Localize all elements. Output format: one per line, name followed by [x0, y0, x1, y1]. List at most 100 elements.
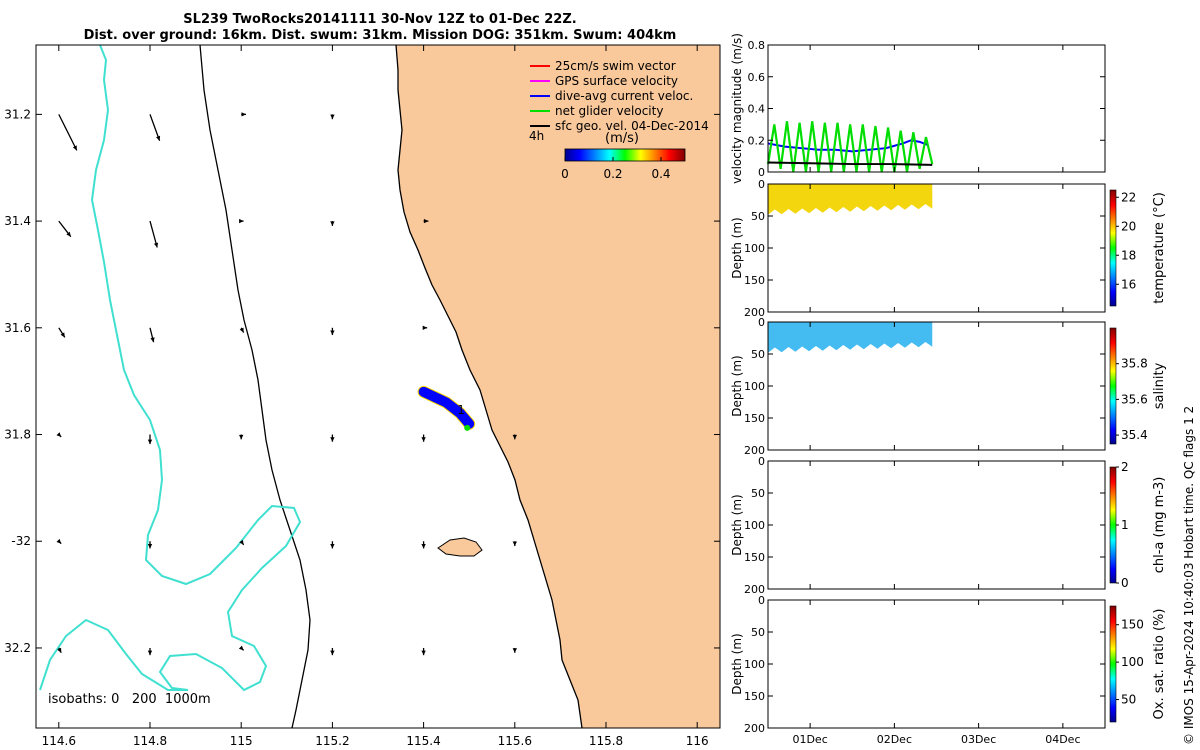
- vector-head: [241, 112, 246, 117]
- vector-head: [239, 218, 244, 224]
- isobath-0m: [199, 45, 311, 728]
- panel-y-tick-label: 0: [758, 455, 765, 468]
- vector-arrow: [330, 327, 335, 336]
- land-mass: [396, 45, 720, 728]
- map-y-tick-label: 31.8: [4, 428, 31, 442]
- vector-arrow: [422, 325, 428, 330]
- panel-x-tick-label: 04Dec: [1045, 733, 1080, 746]
- colorbar-tick-label: 150: [1121, 618, 1144, 632]
- panel-colorbar: [1109, 605, 1117, 723]
- colorbar-label: chl-a (mg m-3): [1152, 477, 1167, 574]
- map-x-tick-label: 115: [230, 734, 253, 748]
- time-series-panels: 0 0.2 0.4 0.6 0.8 velocity magnitude (m/s) 0 50…: [730, 33, 1167, 746]
- panel-y-tick-label: 50: [751, 348, 765, 361]
- vector-head: [147, 650, 153, 656]
- panel-y-tick-label: 0: [758, 594, 765, 607]
- colorbar-tick-label: 35.6: [1121, 392, 1148, 406]
- panel-y-tick-label: 50: [751, 487, 765, 500]
- legend-entry: 25cm/s swim vector: [555, 59, 676, 73]
- chart-title-line2: Dist. over ground: 16km. Dist. swum: 31k…: [83, 28, 677, 43]
- panel-y-tick-label: 200: [744, 722, 765, 735]
- rottnest-island: [437, 537, 483, 557]
- panel-y-tick-label: 200: [744, 583, 765, 596]
- vector-arrow: [147, 434, 153, 445]
- legend-entry: net glider velocity: [555, 104, 663, 118]
- panel-frame: [767, 599, 1106, 729]
- colorbar-tick-label: 0.4: [651, 167, 670, 181]
- vector-arrow: [147, 541, 153, 549]
- vector-head: [421, 437, 426, 442]
- panel-y-tick-label: 100: [744, 658, 765, 671]
- map-x-tick-label: 115.6: [498, 734, 532, 748]
- colorbar-tick-label: 16: [1121, 277, 1136, 291]
- legend-entry: dive-avg current veloc.: [555, 89, 693, 103]
- panel-y-tick-label: 150: [744, 274, 765, 287]
- map-panel: 1 114.6 114.8 115 115.2 115.4 115.6 115.8 116 31…: [4, 44, 721, 748]
- map-y-tick-label: -32: [11, 534, 31, 548]
- vector-arrow: [330, 541, 335, 549]
- panel-y-tick-label: 0: [758, 316, 765, 329]
- panel-y-tick-label: 0.2: [748, 134, 766, 147]
- panel-x-tick-label: 03Dec: [961, 733, 996, 746]
- colorbar-tick-label: 35.4: [1121, 428, 1148, 442]
- colorbar-tick-label: 20: [1121, 219, 1136, 233]
- panel-4: 0 50 100 150 200 Depth (m) 0 1 2 chl-a (mg m-3): [730, 455, 1167, 596]
- vector-head: [421, 543, 426, 549]
- vector-head: [330, 543, 335, 549]
- legend-entry: GPS surface velocity: [555, 74, 678, 88]
- vector-head: [512, 648, 517, 653]
- vector-arrow: [149, 114, 161, 141]
- profile-data-field: [768, 322, 933, 353]
- map-x-tick-label: 115.4: [406, 734, 440, 748]
- panel-frame: [767, 44, 1106, 173]
- isobath-200m: [39, 45, 302, 692]
- vector-arrow: [241, 112, 246, 117]
- vector-head: [421, 650, 426, 656]
- map-x-tick-label: 114.6: [42, 734, 76, 748]
- series-line-net-glider-velocity: [766, 121, 934, 173]
- isobaths-label: isobaths: 0 200 1000m: [48, 692, 211, 707]
- vector-shaft: [149, 220, 158, 248]
- vector-arrow: [421, 541, 426, 549]
- map-y-tick-label: 32.2: [4, 641, 31, 655]
- colorbar-label: Ox. sat. ratio (%): [1152, 609, 1167, 720]
- panel-5: 0 50 100 150 200 Depth (m) 50 100 150 Ox. sat. ra…: [730, 594, 1167, 746]
- vector-arrow: [512, 541, 517, 547]
- vector-arrow: [512, 647, 517, 653]
- coastline: [395, 45, 583, 728]
- vector-arrow: [147, 647, 153, 656]
- vector-arrow: [149, 327, 155, 343]
- vector-head: [239, 327, 244, 333]
- vector-arrow: [421, 434, 426, 442]
- panel-colorbar: [1109, 466, 1117, 584]
- vector-arrow: [149, 220, 159, 248]
- track-blue-band: [418, 386, 475, 429]
- vector-arrow: [58, 220, 72, 238]
- panel-y-tick-label: 200: [744, 306, 765, 319]
- panel-y-axis-label: Depth (m): [730, 633, 744, 694]
- vector-head: [239, 434, 244, 440]
- vector-arrow: [330, 114, 335, 120]
- vector-head: [330, 114, 335, 120]
- vector-head: [147, 543, 153, 549]
- legend-time-label: 4h: [529, 129, 544, 143]
- panel-y-axis-label: Depth (m): [730, 217, 744, 278]
- vector-shaft: [149, 114, 161, 141]
- legend-entry: sfc geo. vel. 04-Dec-2014: [555, 119, 709, 133]
- vector-head: [66, 231, 71, 237]
- panel-y-tick-label: 100: [744, 242, 765, 255]
- vector-head: [72, 145, 77, 151]
- vector-head: [153, 242, 159, 248]
- panel-y-tick-label: 150: [744, 690, 765, 703]
- colorbar-tick-label: 22: [1121, 190, 1136, 204]
- map-axes-frame: [35, 44, 721, 729]
- series-line-sfc-geo-vel-: [767, 161, 933, 166]
- credit-text: © IMOS 15-Apr-2024 10:40:03 Hobart time.…: [1182, 405, 1196, 745]
- vector-arrow: [239, 327, 245, 333]
- vector-arrow: [238, 645, 245, 651]
- panel-y-tick-label: 100: [744, 380, 765, 393]
- colorbar-tick-label: 1: [1121, 518, 1129, 532]
- vector-head: [150, 337, 155, 343]
- panel-y-tick-label: 200: [744, 444, 765, 457]
- panel-y-tick-label: 0: [758, 166, 765, 179]
